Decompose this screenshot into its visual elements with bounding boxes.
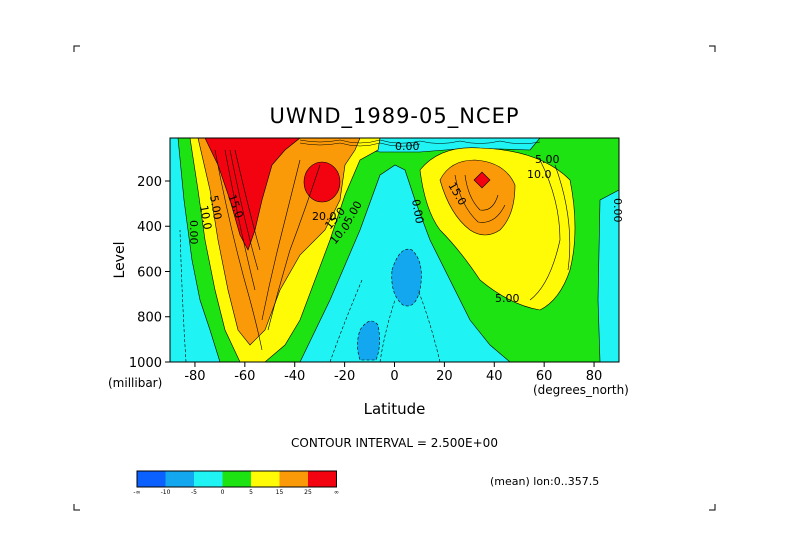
corner-mark-top-right	[709, 45, 716, 52]
x-tick-label: 80	[586, 369, 603, 384]
y-tick-label: 600	[137, 265, 162, 280]
y-axis-ticks: 200 400 600 800 1000	[129, 175, 170, 371]
contour-label: 5.00	[535, 153, 560, 166]
x-tick-label: -60	[234, 369, 255, 384]
orange-jet-north	[439, 159, 516, 236]
colorbar-swatch	[308, 471, 337, 487]
colorbar-swatch	[194, 471, 223, 487]
corner-marks	[73, 45, 716, 511]
corner-mark-top-left	[73, 45, 80, 52]
contour-label: 10.0	[527, 168, 552, 181]
y-axis-label: Level	[112, 241, 128, 279]
contour-label: 0.00	[187, 220, 200, 245]
x-tick-label: 40	[486, 369, 503, 384]
colorbar-label: -∞	[133, 489, 140, 496]
x-axis-label: Latitude	[363, 400, 426, 418]
contour-interval: CONTOUR INTERVAL = 2.500E+00	[291, 436, 498, 450]
blue-core-tropics	[391, 248, 422, 307]
y-tick-label: 1000	[129, 356, 162, 371]
colorbar: -∞ -10 -5 0 5 15 25 ∞	[133, 470, 339, 496]
x-axis-ticks: -80 -60 -40 -20 0 20 40 60 80	[184, 362, 602, 384]
corner-mark-bottom-left	[73, 504, 80, 511]
red-core-south-upper	[303, 161, 341, 203]
colorbar-swatch	[279, 471, 308, 487]
colorbar-swatch	[222, 471, 251, 487]
red-core-south	[204, 137, 301, 251]
x-tick-label: 0	[390, 369, 398, 384]
contour-label: 5.00	[495, 292, 520, 305]
colorbar-label: 25	[304, 489, 312, 496]
x-axis-units: (degrees_north)	[533, 383, 629, 397]
colorbar-label: 5	[249, 489, 253, 496]
colorbar-label: ∞	[334, 489, 339, 496]
y-tick-label: 200	[137, 175, 162, 190]
colorbar-label: 15	[276, 489, 284, 496]
y-tick-label: 800	[137, 311, 162, 326]
chart-title: UWND_1989-05_NCEP	[269, 104, 520, 128]
contour-label: 0.00	[395, 140, 420, 153]
contour-label: 0.00	[611, 198, 624, 223]
colorbar-swatch	[251, 471, 280, 487]
contour-label: 0.00	[409, 198, 426, 224]
plot-field	[169, 137, 620, 363]
colorbar-swatch	[137, 471, 166, 487]
contour-label: 20.0	[312, 210, 337, 223]
top-turbulence	[299, 139, 541, 147]
contour-label: 10.0	[197, 204, 214, 230]
contour-label: 5.00	[207, 194, 224, 220]
y-axis-units: (millibar)	[108, 376, 163, 390]
corner-mark-bottom-right	[709, 504, 716, 511]
colorbar-swatch	[165, 471, 194, 487]
x-tick-label: -20	[334, 369, 355, 384]
x-tick-label: -40	[284, 369, 305, 384]
colorbar-label: -5	[191, 489, 197, 496]
x-tick-label: 60	[536, 369, 553, 384]
colorbar-label: -10	[161, 489, 171, 496]
x-tick-label: 20	[436, 369, 453, 384]
contour-lines	[179, 149, 571, 363]
y-tick-label: 400	[137, 220, 162, 235]
colorbar-label: 0	[221, 489, 225, 496]
colorbar-border	[136, 470, 337, 488]
blue-core-south-tropics	[357, 320, 380, 361]
x-tick-label: -80	[184, 369, 205, 384]
mean-annotation: (mean) lon:0..357.5	[490, 475, 600, 488]
red-core-north	[473, 171, 491, 189]
